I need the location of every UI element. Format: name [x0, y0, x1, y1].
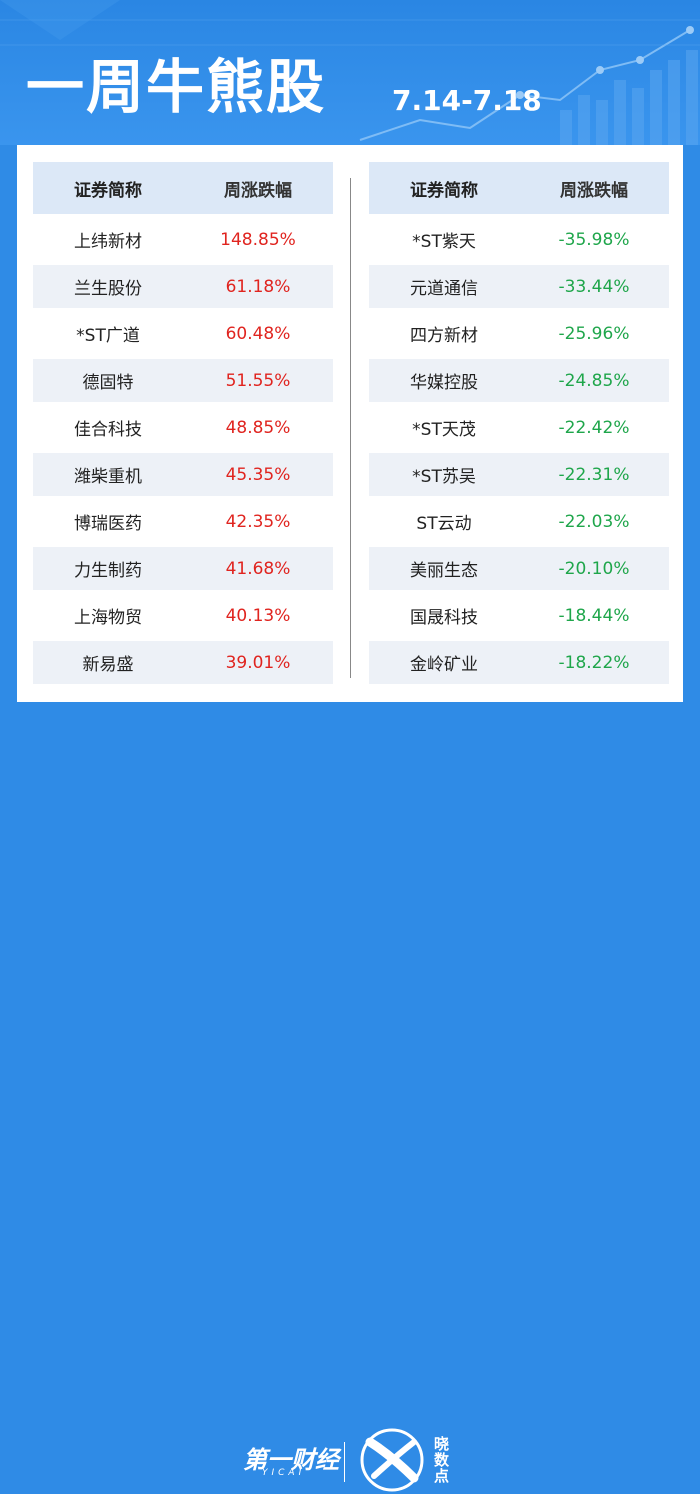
weekly-change: -20.10% — [558, 558, 630, 579]
table-row: 元道通信 -33.44% — [369, 265, 669, 308]
table-row: 力生制药 41.68% — [33, 547, 333, 590]
stock-name: ST云动 — [416, 514, 472, 534]
table-row: 美丽生态 -20.10% — [369, 547, 669, 590]
weekly-change: 148.85% — [220, 229, 296, 250]
table-row: 博瑞医药 42.35% — [33, 500, 333, 543]
stock-name: *ST紫天 — [412, 232, 476, 252]
column-header-name: 证券简称 — [74, 180, 142, 201]
table-row: 华媒控股 -24.85% — [369, 359, 669, 402]
table-row: 兰生股份 61.18% — [33, 265, 333, 308]
table-header-row: 证券简称 周涨跌幅 — [369, 162, 669, 214]
date-range: 7.14-7.18 — [392, 84, 542, 117]
stock-name: 元道通信 — [410, 279, 478, 299]
header-banner: 一周牛熊股 7.14-7.18 — [0, 0, 700, 145]
logo-separator — [344, 1442, 345, 1482]
weekly-change: 51.55% — [225, 370, 291, 391]
weekly-change: -22.31% — [558, 464, 630, 485]
weekly-change: -25.96% — [558, 323, 630, 344]
xs-logo-icon — [360, 1428, 424, 1492]
weekly-change: -18.22% — [558, 652, 630, 673]
stock-name: 博瑞医药 — [74, 514, 142, 534]
gainers-table: 证券简称 周涨跌幅 上纬新材 148.85% 兰生股份 61.18% *ST广道 60.4… — [33, 162, 333, 688]
weekly-change: 39.01% — [225, 652, 291, 673]
table-row: 德固特 51.55% — [33, 359, 333, 402]
weekly-change: -24.85% — [558, 370, 630, 391]
weekly-change: -22.42% — [558, 417, 630, 438]
stock-name: 上纬新材 — [74, 232, 142, 252]
weekly-change: 60.48% — [225, 323, 291, 344]
table-row: 上纬新材 148.85% — [33, 218, 333, 261]
stock-name: 力生制药 — [74, 561, 142, 581]
stock-name: 国晟科技 — [410, 608, 478, 628]
column-divider — [350, 178, 351, 678]
trend-chart-decoration-icon — [0, 0, 700, 145]
stock-name: *ST苏吴 — [412, 467, 476, 487]
weekly-change: 61.18% — [225, 276, 291, 297]
stock-name: 华媒控股 — [410, 373, 478, 393]
table-row: *ST紫天 -35.98% — [369, 218, 669, 261]
table-row: 新易盛 39.01% — [33, 641, 333, 684]
weekly-change: 48.85% — [225, 417, 291, 438]
stock-name: 四方新材 — [410, 326, 478, 346]
stock-name: 上海物贸 — [74, 608, 142, 628]
weekly-change: 42.35% — [225, 511, 291, 532]
weekly-change: -33.44% — [558, 276, 630, 297]
table-row: 佳合科技 48.85% — [33, 406, 333, 449]
stock-name: 金岭矿业 — [410, 655, 478, 675]
stock-name: 潍柴重机 — [74, 467, 142, 487]
table-row: 金岭矿业 -18.22% — [369, 641, 669, 684]
table-row: *ST苏吴 -22.31% — [369, 453, 669, 496]
table-row: 潍柴重机 45.35% — [33, 453, 333, 496]
weekly-change: 40.13% — [225, 605, 291, 626]
stock-name: 美丽生态 — [410, 561, 478, 581]
table-row: *ST广道 60.48% — [33, 312, 333, 355]
table-row: 国晟科技 -18.44% — [369, 594, 669, 637]
stock-name: *ST广道 — [76, 326, 140, 346]
stock-name: *ST天茂 — [412, 420, 476, 440]
weekly-change: -18.44% — [558, 605, 630, 626]
weekly-change: -22.03% — [558, 511, 630, 532]
column-header-name: 证券简称 — [410, 180, 478, 201]
table-row: *ST天茂 -22.42% — [369, 406, 669, 449]
brand-sub: YICAI — [262, 1468, 306, 1478]
weekly-change: 41.68% — [225, 558, 291, 579]
table-row: ST云动 -22.03% — [369, 500, 669, 543]
column-header-change: 周涨跌幅 — [224, 180, 292, 201]
stock-name: 兰生股份 — [74, 279, 142, 299]
stock-name: 新易盛 — [82, 655, 134, 675]
stock-name: 德固特 — [82, 373, 134, 393]
stock-card: 证券简称 周涨跌幅 上纬新材 148.85% 兰生股份 61.18% *ST广道 60.4… — [17, 145, 683, 702]
table-row: 四方新材 -25.96% — [369, 312, 669, 355]
table-row: 上海物贸 40.13% — [33, 594, 333, 637]
column-header-change: 周涨跌幅 — [560, 180, 628, 201]
footer: 第一财经 YICAI 晓数点 — [0, 702, 700, 1492]
stock-name: 佳合科技 — [74, 420, 142, 440]
weekly-change: -35.98% — [558, 229, 630, 250]
losers-table: 证券简称 周涨跌幅 *ST紫天 -35.98% 元道通信 -33.44% 四方新材 -25… — [369, 162, 669, 688]
product-name: 晓数点 — [434, 1435, 450, 1485]
weekly-change: 45.35% — [225, 464, 291, 485]
page-title: 一周牛熊股 — [26, 53, 327, 121]
table-header-row: 证券简称 周涨跌幅 — [33, 162, 333, 214]
